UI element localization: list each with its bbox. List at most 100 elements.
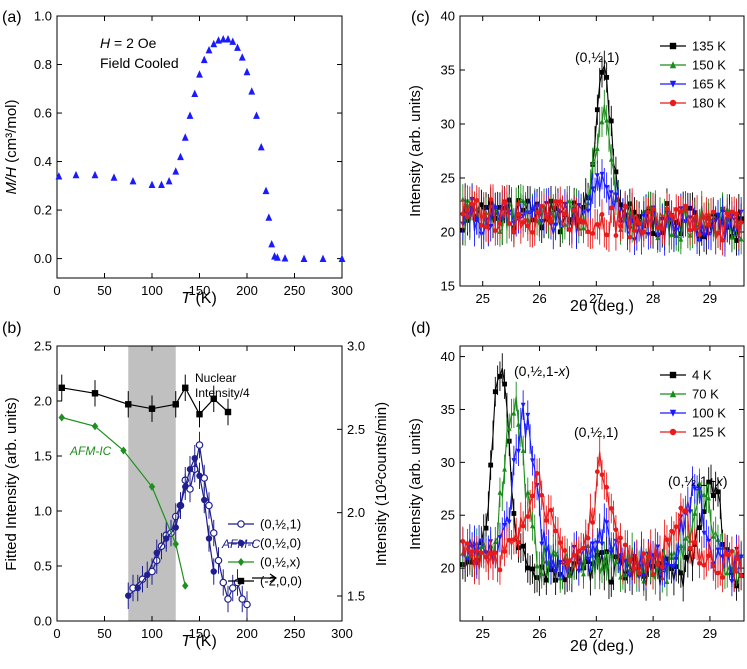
- data-point: [636, 220, 642, 226]
- legend-marker: [669, 61, 677, 69]
- y-right-tick-label: 2.5: [347, 422, 365, 437]
- data-point: [729, 579, 735, 585]
- data-point: [530, 522, 535, 529]
- data-point: [604, 74, 610, 80]
- panel-a-marks: [55, 35, 346, 262]
- data-point: [553, 199, 559, 204]
- panel-b-annotation-nuclear-2: Intensity/4: [195, 386, 250, 400]
- panel-d-marks: [460, 353, 744, 602]
- data-point: [248, 87, 256, 95]
- data-point: [724, 210, 730, 216]
- data-point: [58, 413, 65, 422]
- data-point: [715, 547, 721, 553]
- panel-c-ticks: 25 26 27 28 29 15 20 25 30 35 40: [441, 9, 744, 306]
- data-point: [734, 556, 739, 562]
- panel-c-xlabel: 2θ (deg.): [570, 298, 634, 315]
- data-point: [608, 579, 614, 585]
- data-point: [618, 202, 623, 208]
- y-right-tick-label: 2.0: [347, 505, 365, 520]
- data-point: [604, 117, 610, 123]
- data-point: [701, 530, 707, 537]
- x-tick-label: 50: [97, 283, 111, 298]
- data-point: [492, 550, 498, 556]
- y-tick-label: 20: [441, 561, 455, 576]
- x-tick-label: 26: [532, 626, 546, 641]
- data-point: [110, 173, 118, 181]
- data-point: [710, 563, 716, 569]
- data-point: [474, 548, 480, 554]
- y-tick-label: 40: [441, 349, 455, 364]
- data-point: [539, 492, 545, 498]
- data-point: [738, 554, 744, 561]
- panel-b-ylabel: Fitted Intensity (arb. units): [3, 397, 20, 570]
- data-point: [530, 208, 535, 214]
- data-point: [469, 201, 475, 207]
- data-point: [195, 441, 204, 449]
- data-point: [516, 211, 521, 217]
- data-point: [599, 171, 605, 178]
- data-point: [281, 254, 289, 262]
- panel-c-marks: [460, 50, 744, 257]
- data-point: [650, 231, 656, 236]
- legend-label: 100 K: [692, 406, 726, 421]
- data-point: [238, 595, 247, 603]
- data-point: [701, 562, 707, 568]
- data-point: [697, 232, 702, 238]
- data-point: [530, 229, 535, 235]
- data-point: [641, 213, 647, 220]
- data-point: [720, 575, 726, 580]
- data-point: [645, 209, 651, 215]
- data-point: [172, 540, 179, 548]
- data-point: [205, 501, 213, 510]
- data-point: [590, 519, 596, 525]
- data-point: [594, 222, 600, 227]
- data-point: [224, 35, 232, 43]
- data-point: [710, 493, 716, 498]
- y-tick-label: 0.6: [34, 106, 52, 121]
- panel-d-ticks: 25 26 27 28 29 20 25 30 35 40: [441, 346, 744, 641]
- data-point: [585, 229, 591, 235]
- data-point: [525, 412, 531, 419]
- y-tick-label: 35: [441, 63, 455, 78]
- panel-b-legend: (0,½,1) (0,½,0) (0,½,x) (-2,0,0): [228, 517, 302, 589]
- panel-a-annotation-cooled: Field Cooled: [100, 55, 179, 71]
- data-point: [492, 389, 498, 395]
- data-point: [706, 553, 712, 559]
- data-point: [599, 472, 605, 478]
- series-line: [127, 456, 215, 597]
- y-tick-label: 0.8: [34, 57, 52, 72]
- data-point: [641, 572, 647, 579]
- data-point: [262, 186, 270, 195]
- data-point: [678, 570, 684, 576]
- legend-label: (-2,0,0): [260, 574, 302, 589]
- data-point: [715, 230, 721, 236]
- data-point: [497, 221, 503, 227]
- legend-label: 135 K: [692, 39, 726, 54]
- data-point: [205, 535, 213, 542]
- x-tick-label: 100: [141, 626, 163, 641]
- data-point: [265, 213, 273, 221]
- data-point: [530, 458, 535, 464]
- data-point: [177, 152, 184, 161]
- data-point: [655, 225, 661, 231]
- x-tick-label: 29: [703, 291, 717, 306]
- x-tick-label: 26: [532, 291, 546, 306]
- data-point: [219, 578, 228, 587]
- data-point: [594, 145, 600, 152]
- data-point: [576, 568, 582, 574]
- panel-d: (d) 25 26 27 28 29 20 25 30 35 40 (0,½,1-x) (0,½,…: [407, 320, 745, 655]
- data-point: [210, 39, 218, 48]
- data-point: [506, 425, 512, 431]
- data-point: [511, 537, 517, 543]
- data-point: [229, 37, 237, 45]
- panel-d-frame: [459, 345, 745, 622]
- data-point: [153, 549, 160, 556]
- x-tick-label: 28: [646, 626, 660, 641]
- panel-d-xlabel: 2θ (deg.): [570, 638, 634, 655]
- data-point: [715, 489, 721, 495]
- data-point: [632, 209, 637, 215]
- data-point: [553, 222, 559, 229]
- series-2: [58, 413, 189, 590]
- data-point: [182, 483, 189, 490]
- data-point: [474, 217, 480, 223]
